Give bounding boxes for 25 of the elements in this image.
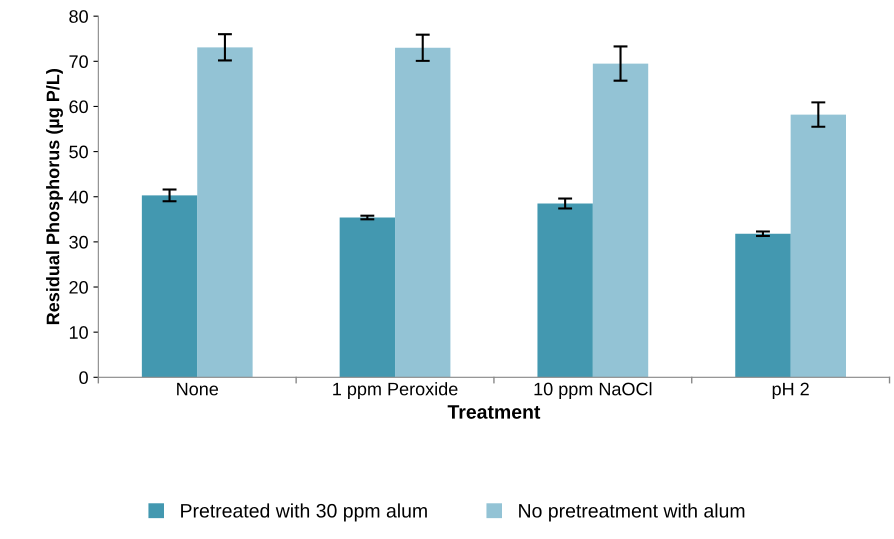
bar bbox=[592, 64, 648, 378]
bar bbox=[537, 204, 593, 378]
y-tick-label: 30 bbox=[69, 236, 88, 249]
bar bbox=[340, 218, 396, 378]
y-tick-label: 40 bbox=[68, 190, 88, 204]
bar bbox=[395, 48, 450, 378]
y-tick-label: 50 bbox=[69, 146, 88, 158]
y-tick-label: 20 bbox=[69, 280, 88, 294]
y-tick-label: 0 bbox=[79, 371, 88, 384]
y-tick-label: 60 bbox=[69, 100, 88, 114]
x-tick-label: None bbox=[177, 382, 218, 396]
x-axis-title: Treatment bbox=[448, 405, 540, 419]
y-tick-label: 70 bbox=[69, 55, 88, 68]
x-tick-label: 10 ppm NaOCl bbox=[534, 382, 652, 399]
bar bbox=[142, 195, 198, 378]
bar bbox=[790, 114, 846, 378]
x-tick-label: 1 ppm Peroxide bbox=[333, 382, 458, 399]
legend-label: No pretreatment with alum bbox=[519, 503, 744, 522]
y-tick-label: 10 bbox=[70, 326, 88, 339]
y-axis-title: Residual Phosphorus (µg P/L) bbox=[46, 69, 63, 324]
y-tick-label: 80 bbox=[69, 10, 88, 23]
bar bbox=[197, 47, 253, 378]
bar bbox=[735, 234, 791, 378]
x-tick-label: pH 2 bbox=[772, 382, 809, 399]
legend-label: Pretreated with 30 ppm alum bbox=[181, 503, 427, 522]
